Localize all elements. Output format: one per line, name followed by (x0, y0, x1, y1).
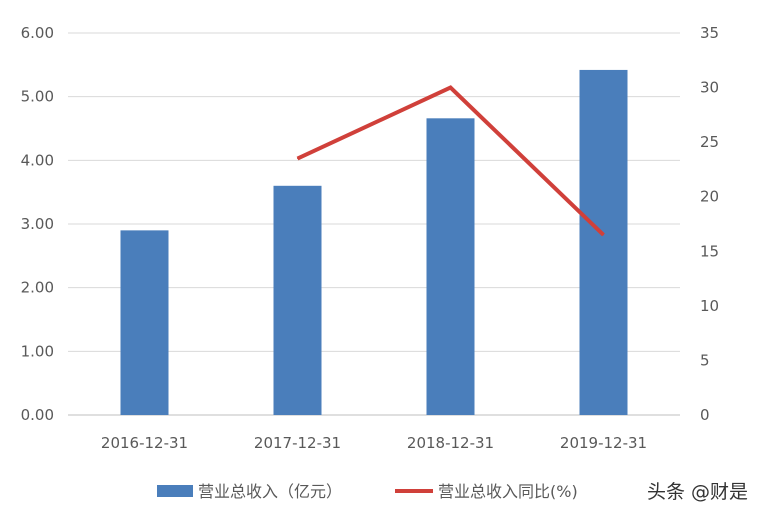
bar (120, 230, 169, 415)
left-tick-label: 3.00 (21, 215, 54, 233)
bar (579, 69, 628, 415)
legend-label-line: 营业总收入同比(%) (438, 482, 578, 501)
left-tick-label: 2.00 (21, 279, 54, 297)
line-series (296, 85, 605, 237)
right-tick-label: 20 (700, 188, 719, 206)
left-tick-label: 5.00 (21, 88, 54, 106)
left-tick-label: 6.00 (21, 24, 54, 42)
legend: 营业总收入（亿元） 营业总收入同比(%) (157, 482, 578, 501)
right-tick-label: 15 (700, 242, 719, 260)
bar-series (120, 69, 628, 416)
left-tick-label: 4.00 (21, 151, 54, 169)
left-axis-ticks: 0.00 1.00 2.00 3.00 4.00 5.00 6.00 (21, 24, 54, 424)
line-point (450, 87, 451, 89)
x-tick-label: 2017-12-31 (254, 434, 341, 452)
right-tick-label: 35 (700, 24, 719, 42)
left-tick-label: 0.00 (21, 406, 54, 424)
x-axis-ticks: 2016-12-31 2017-12-31 2018-12-31 2019-12-31 (101, 434, 647, 452)
left-tick-label: 1.00 (21, 342, 54, 360)
legend-swatch-bar (157, 485, 193, 497)
bar (426, 118, 475, 416)
right-axis-ticks: 0 5 10 15 20 25 30 35 (700, 24, 719, 424)
right-tick-label: 30 (700, 79, 719, 97)
watermark: 头条 @财是 (647, 481, 748, 503)
line-point (603, 234, 604, 236)
x-tick-label: 2016-12-31 (101, 434, 188, 452)
right-tick-label: 25 (700, 133, 719, 151)
legend-label-bar: 营业总收入（亿元） (198, 482, 342, 501)
x-tick-label: 2018-12-31 (407, 434, 494, 452)
right-tick-label: 10 (700, 297, 719, 315)
bar (273, 185, 322, 415)
right-tick-label: 5 (700, 351, 710, 369)
gridlines (68, 32, 680, 416)
x-tick-label: 2019-12-31 (560, 434, 647, 452)
line-point (297, 158, 298, 160)
right-tick-label: 0 (700, 406, 710, 424)
